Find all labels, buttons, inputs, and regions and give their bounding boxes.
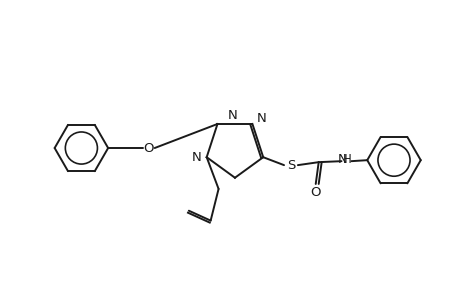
Text: O: O — [310, 186, 320, 200]
Text: N: N — [191, 151, 201, 164]
Text: N: N — [337, 153, 347, 166]
Text: N: N — [228, 109, 237, 122]
Text: N: N — [256, 112, 266, 124]
Text: S: S — [286, 159, 295, 172]
Text: H: H — [342, 153, 351, 166]
Text: O: O — [143, 142, 154, 154]
